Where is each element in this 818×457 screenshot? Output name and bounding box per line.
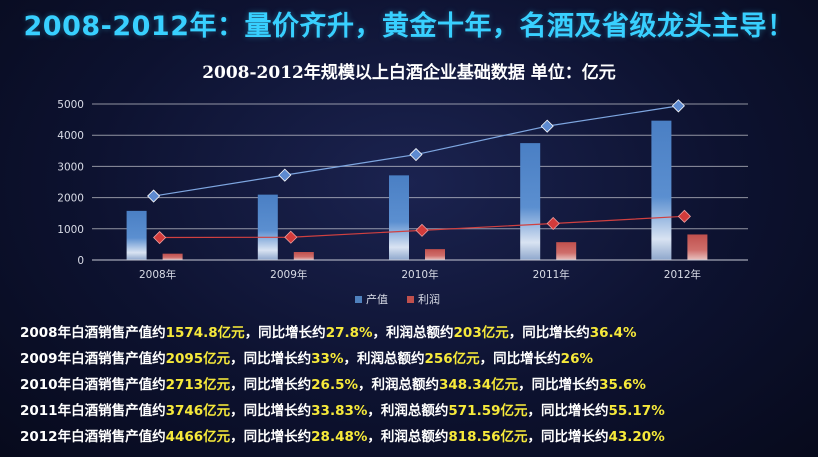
bar-layer [126,120,708,260]
page-headline: 2008-2012年：量价齐升，黄金十年，名酒及省级龙头主导！ [23,11,795,42]
bar-profit [162,253,183,260]
bar-output [389,175,409,260]
legend: 产值 利润 [355,292,440,306]
x-tick-label: 2010年 [401,268,438,281]
y-tick-label: 3000 [57,161,84,173]
bar-output [126,210,147,260]
x-tick-label: 2009年 [270,268,307,281]
bar-profit [425,249,445,260]
bar-profit [687,234,708,260]
trend-marker-output [278,168,292,182]
trend-marker-output [147,189,161,203]
y-tick-label: 4000 [57,130,84,142]
trend-marker-profit [546,216,560,231]
bar-profit [556,242,577,260]
axis-layer: 0 1000 2000 3000 4000 5000 2008年 2009年 2010年 2011… [57,99,748,281]
legend-swatch-output [355,296,362,303]
legend-label-output: 产值 [366,292,388,306]
grid-layer [92,103,748,230]
x-tick-label: 2008年 [139,268,176,281]
trend-marker-profit [153,230,167,245]
bar-output [257,194,278,260]
chart-panel: 0 1000 2000 3000 4000 5000 2008年 2009年 2010年 2011… [40,52,778,320]
x-tick-label: 2012年 [664,268,701,281]
bar-profit [293,252,314,260]
stat-line-2010: 2010年白酒销售产值约2713亿元，同比增长约26.5%，利润总额约348.3… [20,377,646,393]
trend-marker-output [540,119,554,133]
chart: 0 1000 2000 3000 4000 5000 2008年 2009年 2010年 2011… [57,99,748,306]
trend-marker-profit [677,209,691,223]
trend-marker-profit [284,230,298,244]
stat-line-2012: 2012年白酒销售产值约4466亿元，同比增长约28.48%，利润总额约818.… [20,429,665,445]
legend-swatch-profit [407,296,414,303]
y-tick-label: 1000 [57,224,84,236]
stat-line-2009: 2009年白酒销售产值约2095亿元，同比增长约33%，利润总额约256亿元，同… [20,351,593,367]
bar-output [520,143,541,260]
trend-marker-profit [415,223,429,237]
y-tick-label: 5000 [57,99,84,111]
stat-line-2011: 2011年白酒销售产值约3746亿元，同比增长约33.83%，利润总额约571.… [20,403,665,419]
chart-title: 2008-2012年规模以上白酒企业基础数据 单位：亿元 [202,63,616,83]
trend-marker-output [409,147,423,162]
x-tick-label: 2011年 [533,268,570,281]
y-tick-label: 2000 [57,193,84,205]
y-tick-label: 0 [77,255,84,267]
legend-label-profit: 利润 [418,292,440,306]
line-layer [147,99,691,245]
stat-line-2008: 2008年白酒销售产值约1574.8亿元，同比增长约27.8%，利润总额约203… [20,325,637,341]
stats-list: 2008年白酒销售产值约1574.8亿元，同比增长约27.8%，利润总额约203… [20,320,810,450]
trend-marker-output [671,99,685,113]
bar-output [651,120,672,260]
